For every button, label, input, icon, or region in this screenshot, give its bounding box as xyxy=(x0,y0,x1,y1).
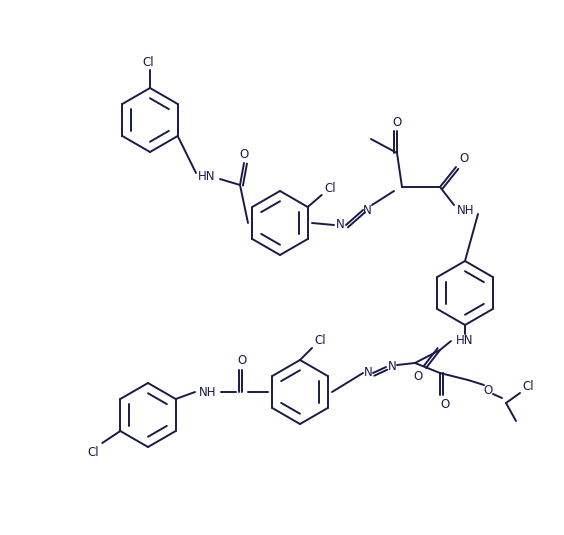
Text: Cl: Cl xyxy=(87,446,99,458)
Text: NH: NH xyxy=(457,203,475,217)
Text: O: O xyxy=(413,370,422,383)
Text: HN: HN xyxy=(456,334,474,348)
Text: O: O xyxy=(239,148,249,160)
Text: O: O xyxy=(393,116,402,128)
Text: N: N xyxy=(336,218,345,232)
Text: N: N xyxy=(363,203,371,217)
Text: O: O xyxy=(483,384,492,396)
Text: NH: NH xyxy=(199,386,217,399)
Text: O: O xyxy=(237,355,246,368)
Text: Cl: Cl xyxy=(314,334,326,348)
Text: HN: HN xyxy=(199,171,216,184)
Text: Cl: Cl xyxy=(324,182,336,195)
Text: Cl: Cl xyxy=(522,379,534,393)
Text: N: N xyxy=(364,366,372,379)
Text: O: O xyxy=(459,152,469,165)
Text: O: O xyxy=(440,398,450,410)
Text: Cl: Cl xyxy=(142,56,154,68)
Text: N: N xyxy=(387,361,396,373)
